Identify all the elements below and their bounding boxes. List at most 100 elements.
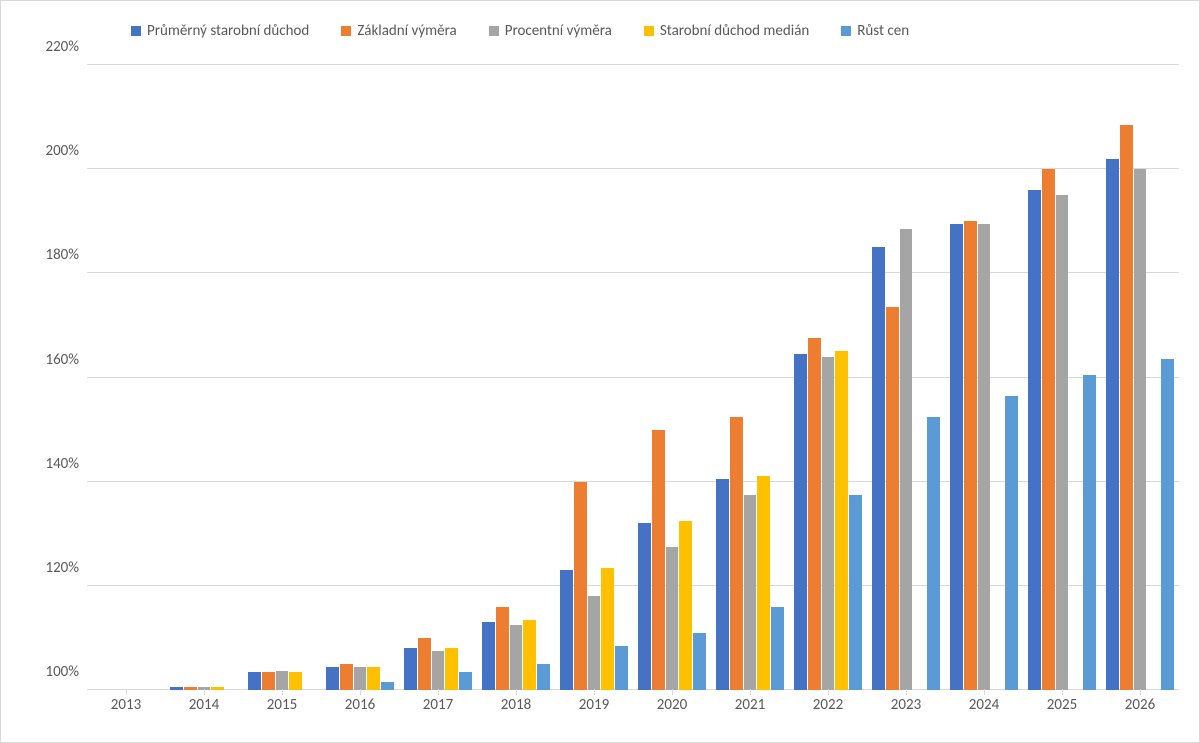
bar [1005, 396, 1018, 690]
bar [262, 672, 275, 690]
bar [1120, 125, 1133, 690]
legend-item: Procentní výměra [489, 22, 612, 40]
legend-swatch [841, 26, 851, 36]
bar [276, 671, 289, 690]
x-tick-label: 2019 [555, 690, 633, 720]
bar [1028, 190, 1041, 690]
bar [730, 417, 743, 690]
bar [574, 482, 587, 690]
x-tick-label: 2024 [945, 690, 1023, 720]
bar [1134, 169, 1147, 690]
year-group [87, 65, 165, 690]
x-tick-label: 2022 [789, 690, 867, 720]
year-group [399, 65, 477, 690]
y-tick-label: 180% [45, 246, 79, 264]
bar [404, 648, 417, 690]
x-tick-label: 2014 [165, 690, 243, 720]
year-group [477, 65, 555, 690]
legend-item: Průměrný starobní důchod [131, 22, 309, 40]
legend-label: Průměrný starobní důchod [147, 22, 309, 40]
year-group [711, 65, 789, 690]
bar [716, 479, 729, 690]
x-tick-mark [126, 689, 127, 695]
x-tick-mark [1140, 689, 1141, 695]
year-group [1101, 65, 1179, 690]
legend-label: Starobní důchod medián [660, 22, 809, 40]
y-tick-label: 200% [45, 142, 79, 160]
legend-swatch [131, 26, 141, 36]
year-group [243, 65, 321, 690]
bar [523, 620, 536, 690]
bar [1161, 359, 1174, 690]
year-group [165, 65, 243, 690]
bar [1106, 159, 1119, 690]
legend-item: Základní výměra [341, 22, 456, 40]
bar [1042, 169, 1055, 690]
bar [822, 357, 835, 690]
year-group [555, 65, 633, 690]
plot-area: 100%120%140%160%180%200%220% 20132014201… [21, 65, 1179, 720]
y-tick-label: 220% [45, 38, 79, 56]
bar [900, 229, 913, 690]
x-tick-mark [282, 689, 283, 695]
x-tick-mark [984, 689, 985, 695]
bar [537, 664, 550, 690]
bar [482, 622, 495, 690]
chart-container: Průměrný starobní důchod Základní výměra P… [0, 0, 1200, 743]
bar [849, 495, 862, 690]
legend-item: Starobní důchod medián [644, 22, 809, 40]
bar [432, 651, 445, 690]
bar [666, 547, 679, 690]
year-group [789, 65, 867, 690]
x-tick-mark [906, 689, 907, 695]
bar [652, 430, 665, 690]
bar [638, 523, 651, 690]
y-tick-label: 120% [45, 559, 79, 577]
bar [757, 476, 770, 690]
bar [964, 221, 977, 690]
x-tick-mark [750, 689, 751, 695]
bar [886, 307, 899, 690]
year-group [945, 65, 1023, 690]
legend-swatch [489, 26, 499, 36]
bar [1083, 375, 1096, 690]
x-tick-mark [516, 689, 517, 695]
x-tick-label: 2023 [867, 690, 945, 720]
bar [354, 667, 367, 690]
year-group [867, 65, 945, 690]
y-axis: 100%120%140%160%180%200%220% [21, 65, 87, 690]
x-tick-label: 2025 [1023, 690, 1101, 720]
bar [248, 672, 261, 690]
x-tick-mark [204, 689, 205, 695]
bar [794, 354, 807, 690]
bar [496, 607, 509, 690]
legend-label: Základní výměra [357, 22, 456, 40]
bar [459, 672, 472, 690]
bar [927, 417, 940, 690]
x-tick-label: 2021 [711, 690, 789, 720]
bar [808, 338, 821, 690]
x-tick-label: 2017 [399, 690, 477, 720]
bar [950, 224, 963, 690]
bar [744, 495, 757, 690]
legend-swatch [644, 26, 654, 36]
x-tick-mark [1062, 689, 1063, 695]
bar [679, 521, 692, 690]
bar [1056, 195, 1069, 690]
bar [872, 247, 885, 690]
legend-label: Růst cen [857, 22, 909, 40]
x-tick-mark [594, 689, 595, 695]
bar [693, 633, 706, 690]
bar [367, 667, 380, 690]
x-tick-label: 2026 [1101, 690, 1179, 720]
year-group [321, 65, 399, 690]
bar [588, 596, 601, 690]
legend-label: Procentní výměra [505, 22, 612, 40]
bar [771, 607, 784, 690]
bar [601, 568, 614, 690]
bar [326, 667, 339, 690]
year-group [1023, 65, 1101, 690]
x-tick-mark [828, 689, 829, 695]
bar [289, 672, 302, 690]
legend-item: Růst cen [841, 22, 909, 40]
